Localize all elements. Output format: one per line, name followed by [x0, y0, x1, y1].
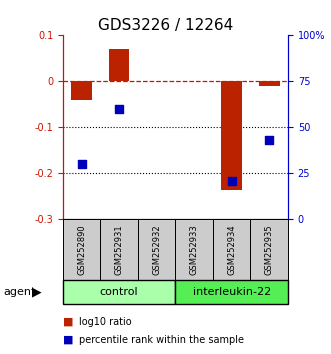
Bar	[221, 81, 242, 189]
Bar	[259, 81, 279, 86]
Text: GDS3226 / 12264: GDS3226 / 12264	[98, 18, 233, 33]
Text: ▶: ▶	[31, 286, 41, 298]
Text: GSM252933: GSM252933	[190, 224, 199, 275]
Text: GSM252935: GSM252935	[265, 224, 274, 275]
Bar	[71, 81, 92, 100]
Point	[229, 178, 234, 184]
Text: log10 ratio: log10 ratio	[79, 317, 132, 327]
Point	[117, 106, 122, 112]
Text: GSM252934: GSM252934	[227, 224, 236, 275]
Text: percentile rank within the sample: percentile rank within the sample	[79, 335, 244, 345]
Text: GSM252890: GSM252890	[77, 224, 86, 275]
Text: interleukin-22: interleukin-22	[193, 287, 271, 297]
Text: control: control	[100, 287, 138, 297]
Point	[79, 161, 84, 167]
Text: GSM252932: GSM252932	[152, 224, 161, 275]
Bar	[109, 49, 129, 81]
Text: ■: ■	[63, 335, 73, 345]
Text: agent: agent	[3, 287, 36, 297]
Point	[266, 137, 272, 143]
Text: GSM252931: GSM252931	[115, 224, 124, 275]
Text: ■: ■	[63, 317, 73, 327]
